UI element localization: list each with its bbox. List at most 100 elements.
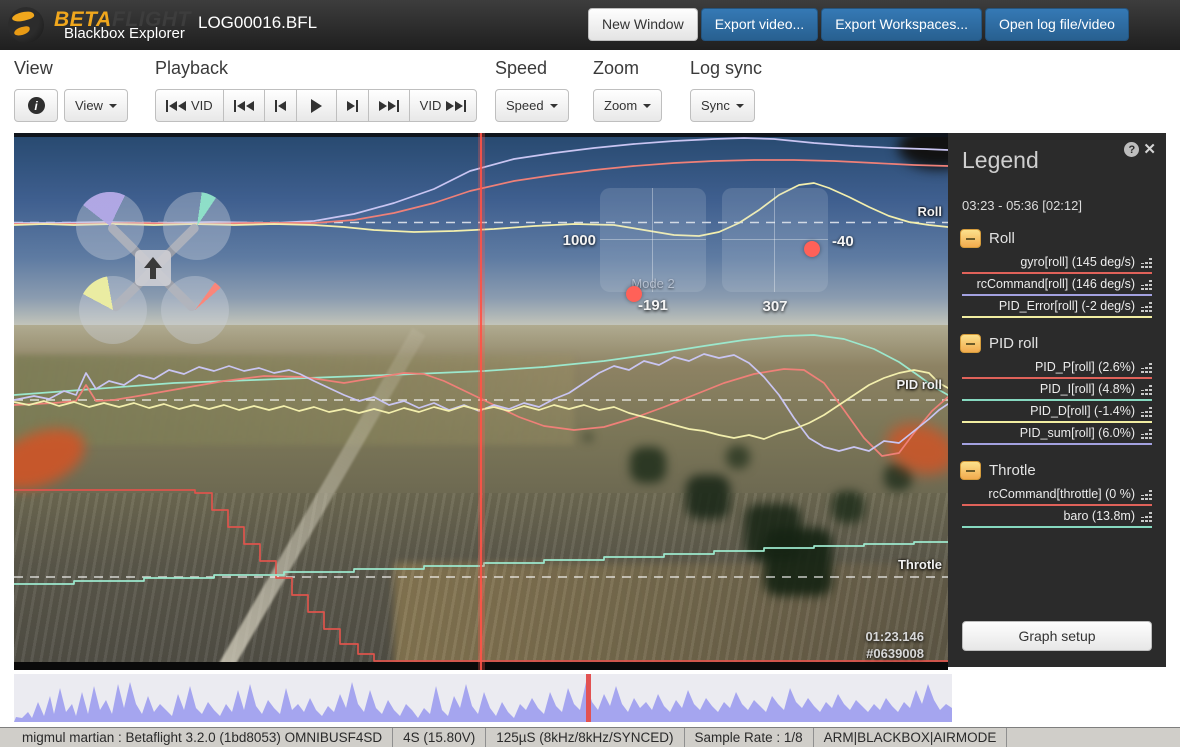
status-sample-rate: Sample Rate : 1/8 (685, 728, 814, 747)
view-section-header: View (14, 58, 53, 78)
trace-baro (14, 541, 948, 585)
legend-series-pid-p[interactable]: PID_P[roll] (2.6%) (962, 357, 1152, 379)
sync-dropdown[interactable]: Sync (690, 89, 755, 122)
close-icon[interactable]: ✕ (1143, 141, 1156, 158)
trace-pid-d (14, 369, 948, 440)
speed-section: Speed (495, 89, 569, 122)
play-icon (310, 98, 322, 113)
playback-section-header: Playback (155, 58, 229, 78)
collapse-group-button[interactable] (960, 229, 981, 248)
collapse-group-button[interactable] (960, 461, 981, 480)
legend-series-pid-sum[interactable]: PID_sum[roll] (6.0%) (962, 423, 1152, 445)
pid-roll-graph-label: PID roll (896, 377, 942, 392)
motor-indicator-rear-left (79, 276, 147, 344)
status-bar: migmul martian : Betaflight 3.2.0 (1bd80… (0, 727, 1180, 747)
trace-pid-p (14, 368, 948, 457)
brand-beta: BETA (54, 8, 112, 31)
right-stick-box (722, 188, 828, 292)
analyser-icon[interactable] (1141, 278, 1152, 290)
legend-series-gyro-roll[interactable]: gyro[roll] (145 deg/s) (962, 252, 1152, 274)
log-info-button[interactable]: i (14, 89, 58, 122)
export-video-button[interactable]: Export video... (700, 8, 819, 41)
skip-to-video-end-button[interactable]: VID (408, 89, 478, 122)
seekbar-waveform (14, 682, 952, 722)
trace-pid-i (14, 334, 948, 396)
legend-series-label: PID_D[roll] (-1.4%) (1030, 404, 1135, 418)
legend-series-baro[interactable]: baro (13.8m) (962, 506, 1152, 528)
analyser-icon[interactable] (1141, 300, 1152, 312)
legend-series-pid-d[interactable]: PID_D[roll] (-1.4%) (962, 401, 1152, 423)
trace-pid-sum (14, 353, 948, 452)
left-stick-box (600, 188, 706, 292)
prev-frame-icon (274, 99, 286, 112)
new-window-button[interactable]: New Window (588, 8, 698, 41)
legend-series-label: gyro[roll] (145 deg/s) (1020, 255, 1135, 269)
playback-controls: VID VID (155, 89, 478, 122)
graph-setup-button[interactable]: Graph setup (962, 621, 1152, 651)
legend-series-rccommand-throttle[interactable]: rcCommand[throttle] (0 %) (962, 484, 1152, 506)
zoom-dropdown-label: Zoom (604, 98, 638, 113)
next-frame-button[interactable] (335, 89, 369, 122)
analyser-icon[interactable] (1141, 383, 1152, 395)
analyser-icon[interactable] (1141, 510, 1152, 522)
view-dropdown[interactable]: View (64, 89, 128, 122)
analyser-icon[interactable] (1141, 361, 1152, 373)
status-looptime: 125µS (8kHz/8kHz/SYNCED) (486, 728, 685, 747)
analyser-icon[interactable] (1141, 405, 1152, 417)
legend-series-label: PID_P[roll] (2.6%) (1034, 360, 1135, 374)
right-stick-position-dot (804, 241, 820, 257)
chevron-down-icon (549, 103, 558, 108)
chevron-down-icon (108, 103, 117, 108)
sync-section: Sync (690, 89, 755, 122)
analyser-icon[interactable] (1141, 427, 1152, 439)
left-stick-position-dot (626, 286, 642, 302)
legend-series-label: rcCommand[throttle] (0 %) (988, 487, 1135, 501)
zoom-dropdown[interactable]: Zoom (593, 89, 663, 122)
play-pause-button[interactable] (295, 89, 337, 122)
throttle-axis-value: 1000 (562, 232, 596, 249)
skip-log-start-icon (233, 99, 254, 112)
speed-dropdown[interactable]: Speed (495, 89, 569, 122)
skip-to-log-start-button[interactable] (222, 89, 265, 122)
analyser-icon[interactable] (1141, 488, 1152, 500)
seekbar[interactable] (14, 674, 952, 722)
legend-group-name: PID roll (989, 335, 1039, 352)
motor-indicator-rear-right (161, 276, 229, 344)
help-icon[interactable]: ? (1124, 142, 1140, 157)
sync-dropdown-label: Sync (701, 98, 730, 113)
legend-series-pid-i[interactable]: PID_I[roll] (4.8%) (962, 379, 1152, 401)
view-dropdown-label: View (75, 98, 103, 113)
analyser-icon[interactable] (1141, 256, 1152, 268)
sync-section-header: Log sync (690, 58, 763, 78)
next-frame-icon (346, 99, 358, 112)
throttle-graph-label: Throtle (897, 557, 942, 572)
legend-group-roll: Roll (948, 213, 1166, 252)
legend-group-name: Throtle (989, 462, 1036, 479)
speed-section-header: Speed (495, 58, 548, 78)
pitch-axis-value: -40 (832, 233, 854, 250)
open-log-file-button[interactable]: Open log file/video (985, 8, 1129, 41)
skip-to-video-start-button[interactable]: VID (155, 89, 224, 122)
roll-graph-label: Roll (917, 204, 942, 219)
skip-to-log-end-button[interactable] (367, 89, 410, 122)
legend-series-label: PID_Error[roll] (-2 deg/s) (998, 299, 1135, 313)
seekbar-playhead[interactable] (586, 674, 591, 722)
legend-series-rccommand-roll[interactable]: rcCommand[roll] (146 deg/s) (962, 274, 1152, 296)
betaflight-bee-icon (8, 7, 44, 43)
legend-title: Legend (962, 147, 1039, 173)
export-workspaces-button[interactable]: Export Workspaces... (821, 8, 982, 41)
status-flight-modes: ARM|BLACKBOX|AIRMODE (814, 728, 1008, 747)
zoom-section: Zoom (593, 89, 663, 122)
legend-series-pid-error-roll[interactable]: PID_Error[roll] (-2 deg/s) (962, 296, 1152, 318)
toolbar: View Playback Speed Zoom Log sync i View… (0, 50, 1180, 133)
graph-viewport[interactable]: 1000 Mode 2 -191 -40 307 Roll PID roll T… (14, 133, 948, 670)
legend-series-label: baro (13.8m) (1063, 509, 1135, 523)
brand-flight: FLIGHT (112, 8, 191, 31)
skip-video-start-icon (166, 99, 186, 112)
legend-series-label: rcCommand[roll] (146 deg/s) (976, 277, 1135, 291)
chevron-down-icon (735, 103, 744, 108)
collapse-group-button[interactable] (960, 334, 981, 353)
top-navbar: BETA FLIGHT Blackbox Explorer LOG00016.B… (0, 0, 1180, 50)
previous-frame-button[interactable] (263, 89, 297, 122)
playhead-cursor[interactable] (478, 133, 485, 670)
